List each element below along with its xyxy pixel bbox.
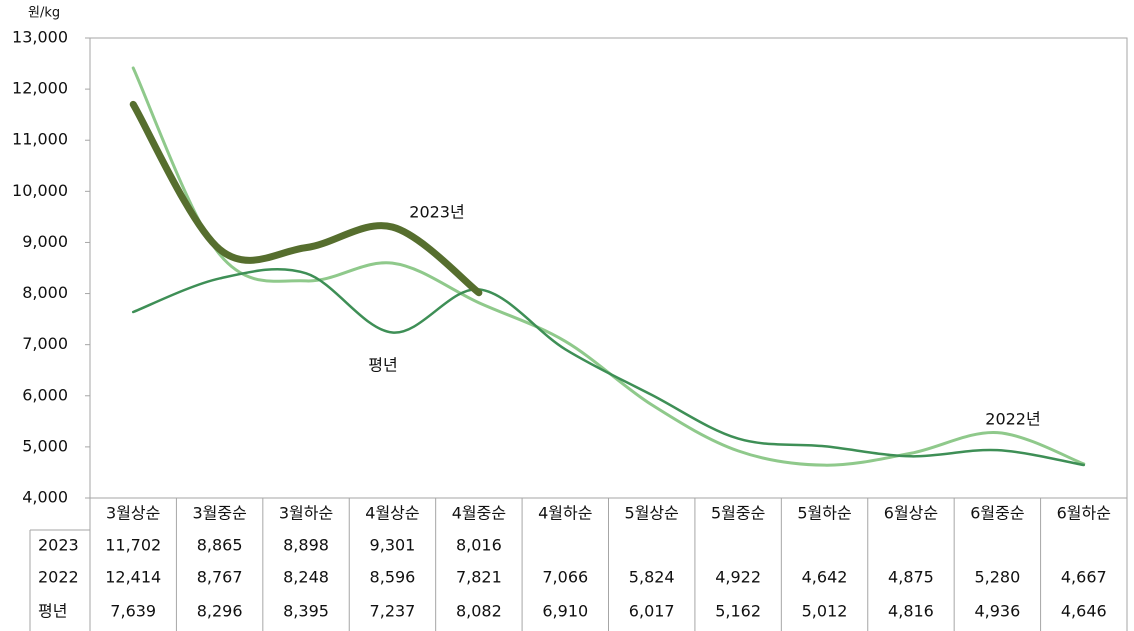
table-cell: 11,702 <box>105 536 161 555</box>
table-cell: 8,016 <box>456 536 502 555</box>
row-label: 2023 <box>38 536 79 555</box>
table-cell: 8,248 <box>283 568 329 587</box>
x-tick-label: 3월상순 <box>106 504 160 523</box>
x-tick-label: 4월중순 <box>452 504 506 523</box>
x-tick-label: 6월중순 <box>970 504 1024 523</box>
y-axis-label: 원/kg <box>28 6 60 21</box>
x-tick-label: 5월하순 <box>797 504 851 523</box>
line-series <box>131 66 1086 467</box>
row-label: 평년 <box>38 602 67 621</box>
table-cell: 4,667 <box>1061 568 1107 587</box>
y-tick-label: 13,000 <box>12 28 68 47</box>
table-cell: 6,017 <box>629 602 675 621</box>
y-tick-label: 9,000 <box>22 232 68 251</box>
y-tick-label: 12,000 <box>12 79 68 98</box>
y-tick-label: 11,000 <box>12 130 68 149</box>
y-tick-label: 7,000 <box>22 334 68 353</box>
annotation: 평년 <box>368 356 397 375</box>
table-cell: 7,237 <box>370 602 416 621</box>
table-cell: 4,875 <box>888 568 934 587</box>
x-tick-label: 4월상순 <box>365 504 419 523</box>
annotation: 2022년 <box>985 410 1040 429</box>
row-label: 2022 <box>38 568 79 587</box>
x-tick-label: 5월중순 <box>711 504 765 523</box>
x-tick-label: 4월하순 <box>538 504 592 523</box>
table-cell: 4,816 <box>888 602 934 621</box>
plot-frame <box>89 37 1128 499</box>
table-cell: 8,596 <box>370 568 416 587</box>
table-cell: 7,066 <box>542 568 588 587</box>
x-tick-label: 5월상순 <box>625 504 679 523</box>
table-cell: 7,821 <box>456 568 502 587</box>
line-series <box>131 268 1086 467</box>
x-tick-label: 6월상순 <box>884 504 938 523</box>
table-cell: 5,162 <box>715 602 761 621</box>
table-cell: 8,767 <box>197 568 243 587</box>
table-cell: 4,936 <box>974 602 1020 621</box>
table-cell: 5,824 <box>629 568 675 587</box>
table-cell: 8,865 <box>197 536 243 555</box>
table-cell: 12,414 <box>105 568 161 587</box>
table-cell: 8,898 <box>283 536 329 555</box>
y-tick-label: 8,000 <box>22 283 68 302</box>
y-tick-label: 5,000 <box>22 436 68 455</box>
y-tick-label: 4,000 <box>22 488 68 507</box>
table-cell: 4,922 <box>715 568 761 587</box>
table-cell: 5,280 <box>974 568 1020 587</box>
line-series <box>129 100 483 297</box>
table-cell: 5,012 <box>802 602 848 621</box>
table-cell: 6,910 <box>542 602 588 621</box>
table-cell: 8,082 <box>456 602 502 621</box>
table-cell: 8,296 <box>197 602 243 621</box>
table-cell: 7,639 <box>110 602 156 621</box>
y-tick-label: 10,000 <box>12 181 68 200</box>
table-cell: 4,642 <box>802 568 848 587</box>
annotation: 2023년 <box>409 203 464 222</box>
x-tick-label: 3월하순 <box>279 504 333 523</box>
table-cell: 8,395 <box>283 602 329 621</box>
table-cell: 9,301 <box>370 536 416 555</box>
y-tick-label: 6,000 <box>22 385 68 404</box>
x-tick-label: 3월중순 <box>192 504 246 523</box>
x-tick-label: 6월하순 <box>1057 504 1111 523</box>
table-cell: 4,646 <box>1061 602 1107 621</box>
